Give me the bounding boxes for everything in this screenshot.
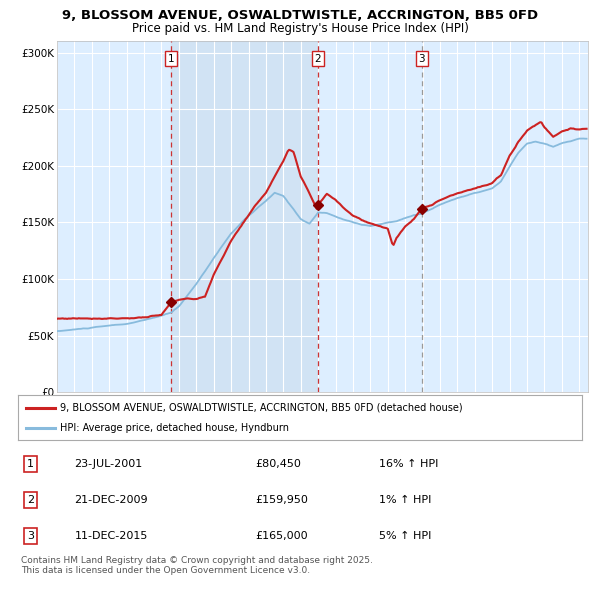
Text: £80,450: £80,450 [255, 460, 301, 469]
Text: £159,950: £159,950 [255, 496, 308, 506]
Text: 23-JUL-2001: 23-JUL-2001 [74, 460, 143, 469]
Text: 1% ↑ HPI: 1% ↑ HPI [379, 496, 431, 506]
Text: 3: 3 [27, 532, 34, 542]
Text: 2: 2 [314, 54, 321, 64]
Text: Contains HM Land Registry data © Crown copyright and database right 2025.
This d: Contains HM Land Registry data © Crown c… [21, 556, 373, 575]
Text: 5% ↑ HPI: 5% ↑ HPI [379, 532, 431, 542]
Text: 1: 1 [168, 54, 175, 64]
Text: 9, BLOSSOM AVENUE, OSWALDTWISTLE, ACCRINGTON, BB5 0FD (detached house): 9, BLOSSOM AVENUE, OSWALDTWISTLE, ACCRIN… [60, 403, 463, 412]
Text: £165,000: £165,000 [255, 532, 308, 542]
Text: 3: 3 [418, 54, 425, 64]
Text: 2: 2 [27, 496, 34, 506]
Text: 1: 1 [27, 460, 34, 469]
Text: 11-DEC-2015: 11-DEC-2015 [74, 532, 148, 542]
Text: Price paid vs. HM Land Registry's House Price Index (HPI): Price paid vs. HM Land Registry's House … [131, 22, 469, 35]
Text: 16% ↑ HPI: 16% ↑ HPI [379, 460, 439, 469]
Text: 21-DEC-2009: 21-DEC-2009 [74, 496, 148, 506]
Text: 9, BLOSSOM AVENUE, OSWALDTWISTLE, ACCRINGTON, BB5 0FD: 9, BLOSSOM AVENUE, OSWALDTWISTLE, ACCRIN… [62, 9, 538, 22]
Text: HPI: Average price, detached house, Hyndburn: HPI: Average price, detached house, Hynd… [60, 424, 289, 434]
Bar [171, 41, 317, 392]
